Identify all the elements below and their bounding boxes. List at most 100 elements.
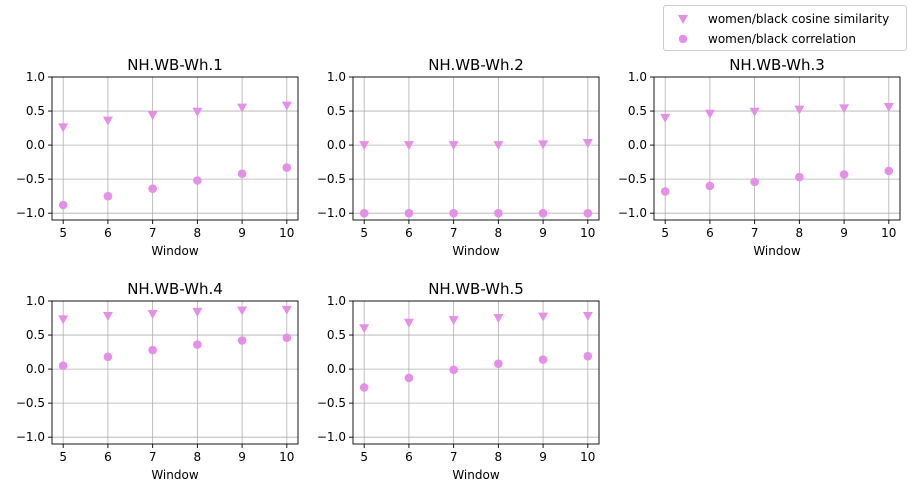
x-tick-label: 7 <box>450 450 458 464</box>
data-point-correlation <box>660 187 670 196</box>
x-tick-label: 10 <box>279 450 294 464</box>
subplot-5: 5 6 7 8 9 10 1.0 0.5 0.0 −0.5 −1.0 NH.WB-Wh.5 Window <box>317 280 600 482</box>
x-axis-label: Window <box>151 468 199 482</box>
y-tick-label: −1.0 <box>16 206 45 220</box>
data-point-correlation <box>237 169 247 178</box>
data-point-correlation <box>148 184 157 193</box>
x-tick-label: 9 <box>539 226 547 240</box>
data-point-correlation <box>583 351 593 361</box>
data-point-correlation <box>839 170 849 179</box>
y-tick-label: −0.5 <box>16 172 45 186</box>
data-point-cosine-similarity <box>493 314 504 324</box>
data-point-correlation <box>583 208 593 218</box>
y-tick-label: 1.0 <box>327 70 346 84</box>
data-point-correlation <box>148 345 157 355</box>
subplot-2: 5 6 7 8 9 10 1.0 0.5 0.0 −0.5 −1.0 NH.WB-Wh.2 Window <box>317 56 600 258</box>
legend-label: women/black cosine similarity <box>708 12 890 26</box>
y-tick-label: 0.0 <box>26 362 45 376</box>
axes-frame <box>51 76 299 221</box>
data-point-cosine-similarity <box>794 105 805 115</box>
data-point-cosine-similarity <box>538 312 549 322</box>
legend-entry-correlation: women/black correlation <box>664 30 906 48</box>
x-tick-label: 7 <box>751 226 759 240</box>
circle-marker-icon <box>678 34 688 44</box>
data-point-correlation <box>103 191 113 201</box>
subplot-3: 5 6 7 8 9 10 1.0 0.5 0.0 −0.5 −1.0 NH.WB-Wh.3 Window <box>618 56 901 258</box>
data-point-correlation <box>494 359 503 368</box>
x-tick-label: 6 <box>405 226 413 240</box>
data-point-correlation <box>494 208 503 218</box>
data-point-cosine-similarity <box>538 140 549 150</box>
x-tick-label: 8 <box>194 450 202 464</box>
x-tick-label: 10 <box>881 226 896 240</box>
y-tick-label: 1.0 <box>628 70 647 84</box>
x-tick-label: 5 <box>59 450 67 464</box>
x-tick-label: 5 <box>59 226 67 240</box>
legend: women/black cosine similarity women/blac… <box>663 5 907 51</box>
y-tick-label: 1.0 <box>26 70 45 84</box>
y-tick-label: −1.0 <box>618 206 647 220</box>
x-tick-label: 8 <box>194 226 202 240</box>
x-axis-label: Window <box>753 244 801 258</box>
data-point-correlation <box>404 208 414 218</box>
data-point-cosine-similarity <box>281 305 292 315</box>
data-point-cosine-similarity <box>448 141 459 151</box>
x-tick-label: 10 <box>580 450 595 464</box>
data-point-cosine-similarity <box>359 141 370 151</box>
data-point-correlation <box>103 352 113 362</box>
data-point-cosine-similarity <box>448 316 459 326</box>
y-tick-label: −1.0 <box>317 430 346 444</box>
subplot-title: NH.WB-Wh.3 <box>729 56 825 74</box>
x-tick-label: 7 <box>149 226 157 240</box>
x-tick-label: 7 <box>450 226 458 240</box>
y-tick-label: 1.0 <box>327 294 346 308</box>
y-tick-label: −0.5 <box>317 172 346 186</box>
axes-frame <box>352 76 600 221</box>
y-tick-label: −0.5 <box>16 396 45 410</box>
data-point-correlation <box>193 176 202 185</box>
x-axis-label: Window <box>151 244 199 258</box>
x-tick-label: 10 <box>279 226 294 240</box>
subplot-title: NH.WB-Wh.1 <box>127 56 223 74</box>
data-point-correlation <box>750 177 759 187</box>
data-point-correlation <box>795 172 804 182</box>
x-tick-label: 10 <box>580 226 595 240</box>
data-point-cosine-similarity <box>660 113 671 123</box>
x-tick-label: 5 <box>360 450 368 464</box>
data-point-correlation <box>282 163 292 172</box>
x-tick-label: 9 <box>840 226 848 240</box>
data-point-correlation <box>359 208 369 218</box>
y-tick-label: −0.5 <box>618 172 647 186</box>
data-point-correlation <box>449 365 458 375</box>
y-tick-label: 0.0 <box>628 138 647 152</box>
y-tick-label: 0.5 <box>327 104 346 118</box>
y-tick-label: −0.5 <box>317 396 346 410</box>
data-point-cosine-similarity <box>147 309 158 319</box>
y-tick-label: 0.0 <box>327 138 346 152</box>
x-tick-label: 6 <box>104 226 112 240</box>
y-tick-label: −1.0 <box>16 430 45 444</box>
x-tick-label: 6 <box>405 450 413 464</box>
data-point-correlation <box>884 166 894 176</box>
x-tick-label: 7 <box>149 450 157 464</box>
data-point-cosine-similarity <box>403 141 414 151</box>
data-point-cosine-similarity <box>883 102 894 112</box>
subplot-title: NH.WB-Wh.4 <box>127 280 223 298</box>
x-tick-label: 9 <box>238 226 246 240</box>
data-point-correlation <box>193 340 202 349</box>
x-tick-label: 9 <box>238 450 246 464</box>
data-point-correlation <box>705 181 715 191</box>
data-point-correlation <box>58 361 68 370</box>
data-point-cosine-similarity <box>102 116 113 126</box>
y-tick-label: 0.5 <box>628 104 647 118</box>
data-point-cosine-similarity <box>58 315 69 325</box>
x-tick-label: 6 <box>104 450 112 464</box>
data-point-cosine-similarity <box>192 107 203 117</box>
data-point-cosine-similarity <box>403 318 414 328</box>
axes-frame <box>51 300 299 445</box>
data-point-correlation <box>58 200 68 210</box>
subplot-1: 5 6 7 8 9 10 1.0 0.5 0.0 −0.5 −1.0 NH.WB-Wh.1 Window <box>16 56 299 258</box>
data-point-cosine-similarity <box>237 103 248 113</box>
data-point-correlation <box>449 208 458 218</box>
